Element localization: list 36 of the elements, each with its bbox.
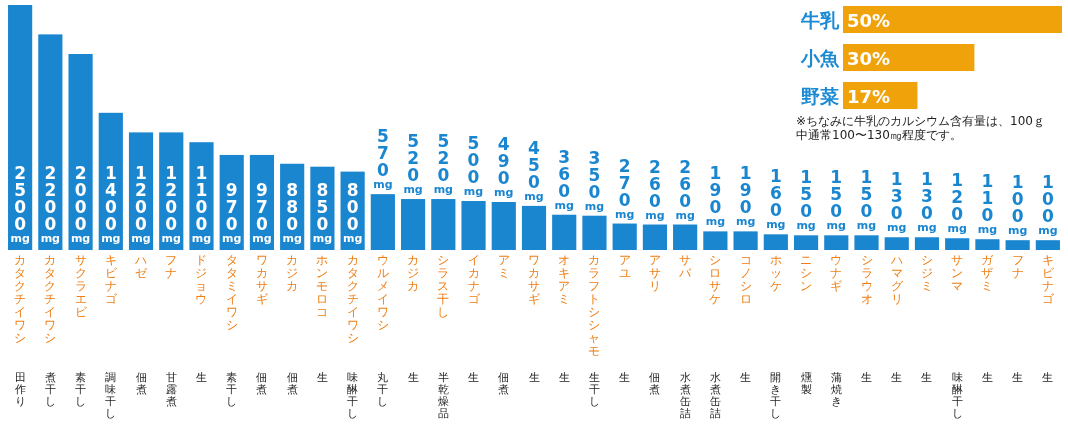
annotation: 素干し bbox=[226, 372, 238, 408]
annotation: 水煮缶詰 bbox=[679, 372, 691, 420]
annotation: 生 bbox=[407, 372, 419, 384]
annotation: 生 bbox=[196, 372, 207, 384]
annotation: 味醂干し bbox=[347, 372, 359, 420]
annotation: 生 bbox=[1042, 372, 1054, 384]
annotation: 生 bbox=[921, 372, 933, 384]
annotation: 調味干し bbox=[105, 372, 117, 420]
annotation: 生 bbox=[861, 372, 872, 384]
annotation: 生 bbox=[891, 372, 903, 384]
annotation: 生 bbox=[558, 372, 570, 384]
annotation: 生 bbox=[1012, 372, 1024, 384]
annotation: 蒲焼き bbox=[830, 372, 842, 408]
annotation: 開き干し bbox=[770, 372, 782, 420]
annotation: 佃煮 bbox=[256, 372, 268, 396]
annotation: ※ちなみに牛乳のカルシウム含有量は、100ｇ中通常100〜130㎎程度です。 bbox=[796, 114, 1046, 142]
annotation: 素干し bbox=[75, 372, 87, 408]
annotation: 煮干し bbox=[44, 372, 56, 408]
annotation: 佃煮 bbox=[286, 372, 298, 396]
annotation: 佃煮 bbox=[135, 372, 147, 396]
annotation: 佃煮 bbox=[649, 372, 661, 396]
annotation: 佃煮 bbox=[498, 372, 510, 396]
annotation: 生干し bbox=[588, 372, 600, 408]
annotation: 丸干し bbox=[377, 372, 389, 408]
annotation: 生 bbox=[619, 372, 631, 384]
annotation: 生 bbox=[528, 372, 540, 384]
annotation: 水煮缶詰 bbox=[709, 372, 721, 420]
annotation: 甘露煮 bbox=[165, 372, 177, 408]
annotation: 燻製 bbox=[800, 372, 812, 396]
annotation: 半乾燥品 bbox=[437, 372, 449, 420]
annotation: 田作り bbox=[14, 372, 26, 408]
annotation: 味醂干し bbox=[951, 372, 963, 420]
annotation: 生 bbox=[468, 372, 480, 384]
annotation: 生 bbox=[316, 372, 328, 384]
annotation: 生 bbox=[981, 372, 993, 384]
annotation: 生 bbox=[740, 372, 752, 384]
